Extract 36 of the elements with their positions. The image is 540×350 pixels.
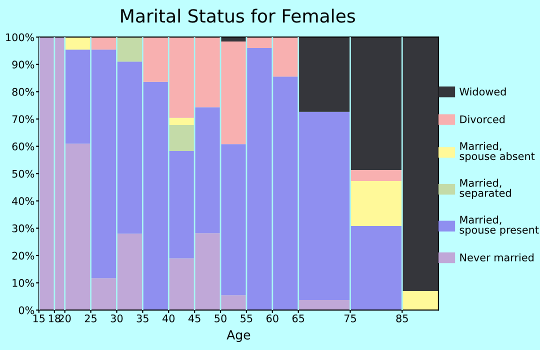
x-tick-label: 35 xyxy=(136,314,148,322)
x-tick-label: 25 xyxy=(84,314,96,322)
x-tick-label: 85 xyxy=(396,314,408,322)
y-tick-label: 20% xyxy=(12,252,34,260)
legend-label: Never married xyxy=(460,253,534,262)
y-tick-label: 40% xyxy=(12,197,34,206)
y-tick-label: 80% xyxy=(12,88,34,96)
x-tick-label: 30 xyxy=(110,314,123,322)
bar xyxy=(90,37,117,50)
x-tick-label: 50 xyxy=(214,314,226,322)
x-tick-label: 20 xyxy=(58,314,71,322)
legend-label: Divorced xyxy=(460,115,505,124)
legend-label: Married, spouse present xyxy=(460,216,539,236)
x-tick-label: 15 xyxy=(33,314,45,322)
legend-label: Widowed xyxy=(460,88,506,96)
x-tick-label: 45 xyxy=(188,314,200,322)
bar xyxy=(116,37,143,62)
y-tick-label: 100% xyxy=(6,33,34,42)
legend-label: Married, spouse absent xyxy=(460,142,535,162)
y-tick-label: 30% xyxy=(12,224,34,232)
y-tick-label: 50% xyxy=(12,170,34,178)
bar xyxy=(168,125,195,151)
x-tick-label: 55 xyxy=(240,314,252,322)
chart-title: Marital Status for Females xyxy=(121,8,355,23)
y-tick-label: 10% xyxy=(12,279,34,287)
x-tick-label: 60 xyxy=(266,314,278,322)
y-tick-label: 0% xyxy=(18,306,34,314)
x-axis-title: Age xyxy=(226,330,250,342)
y-tick-label: 90% xyxy=(12,60,34,69)
x-tick-label: 18 xyxy=(48,314,60,322)
x-tick-label: 40 xyxy=(162,314,175,322)
legend-label: Married, separated xyxy=(460,178,511,199)
y-tick-label: 60% xyxy=(12,142,34,150)
x-tick-label: 65 xyxy=(292,314,304,322)
x-tick-label: 75 xyxy=(344,314,356,322)
y-tick-label: 70% xyxy=(12,115,34,124)
